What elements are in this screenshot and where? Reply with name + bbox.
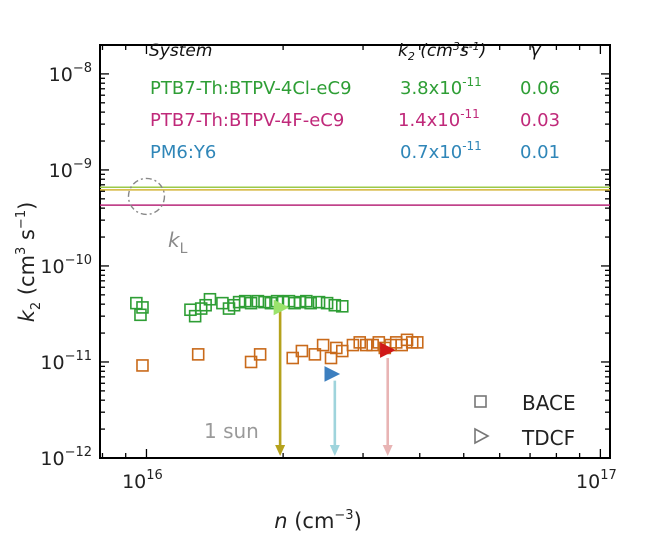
bace-point — [286, 351, 300, 365]
header-gamma: γ — [530, 40, 542, 61]
bace-point — [300, 294, 313, 308]
table-header: System k2 (cm3s-1) γ — [149, 40, 542, 63]
bace-point — [346, 338, 360, 352]
bace-point — [328, 298, 342, 312]
kl-label: kL — [168, 228, 188, 257]
one-sun-label: 1 sun — [204, 419, 259, 443]
tdcf-point — [324, 366, 341, 382]
bace-point — [191, 348, 205, 361]
data-points — [130, 292, 424, 382]
row-system: PM6:Y6 — [150, 142, 216, 163]
bace-point — [410, 336, 424, 349]
bace-point — [194, 302, 208, 315]
row-gamma: 0.06 — [520, 78, 560, 99]
tdcf-point — [380, 342, 396, 358]
table-row-0: PTB7-Th:BTPV-4Cl-eC9 3.8x10-11 0.06 — [150, 75, 560, 99]
arrow-head — [382, 444, 393, 456]
header-system: System — [149, 41, 212, 61]
bace-point — [134, 308, 147, 322]
bace-point — [203, 292, 217, 306]
table-row-2: PM6:Y6 0.7x10-11 0.01 — [150, 139, 560, 163]
bace-point — [136, 301, 149, 314]
arrow-head — [275, 444, 286, 456]
bace-point — [320, 296, 334, 310]
y-tick-label: 10−9 — [49, 157, 92, 182]
x-axis-label: n (cm−3) — [274, 508, 362, 533]
row-k2: 0.7x10-11 — [400, 139, 482, 163]
y-tick-label: 10−12 — [40, 445, 92, 470]
x-tick-label: 1017 — [576, 468, 617, 493]
row-k2: 3.8x10-11 — [400, 75, 482, 99]
row-gamma: 0.03 — [520, 110, 560, 131]
bace-point — [353, 336, 367, 349]
legend: BACE TDCF — [474, 391, 576, 450]
bace-point — [184, 303, 197, 317]
tdcf-point — [273, 299, 290, 316]
bace-point — [136, 359, 149, 372]
one-sun-arrows — [275, 310, 393, 456]
bace-point — [308, 348, 322, 361]
axis-ticks — [100, 44, 610, 459]
row-system: PTB7-Th:BTPV-4F-eC9 — [150, 110, 344, 131]
bace-point — [359, 338, 373, 352]
langevin-circle — [127, 177, 166, 216]
header-k2: k2 (cm3s-1) — [398, 40, 486, 63]
row-k2: 1.4x10-11 — [398, 107, 480, 131]
bace-point — [244, 296, 258, 310]
bace-point — [316, 338, 330, 352]
x-tick-label: 1016 — [122, 468, 163, 493]
bace-point — [253, 348, 267, 361]
legend-tdcf-label: TDCF — [521, 426, 575, 450]
bace-point — [312, 295, 326, 309]
legend-bace-marker — [474, 395, 487, 408]
row-system: PTB7-Th:BTPV-4Cl-eC9 — [150, 78, 352, 99]
legend-bace-label: BACE — [522, 391, 576, 415]
bace-point — [335, 300, 349, 313]
plot-frame — [99, 44, 611, 459]
bace-point — [258, 295, 271, 309]
y-axis-label: k2 (cm3 s−1) — [14, 202, 44, 323]
y-tick-label: 10−11 — [40, 349, 92, 374]
legend-tdcf-marker — [474, 427, 490, 445]
bace-point — [251, 294, 265, 308]
y-tick-labels: 10−8 10−9 10−10 10−11 10−12 — [40, 61, 92, 470]
y-tick-label: 10−8 — [49, 61, 92, 86]
arrow-head — [329, 444, 340, 456]
table-row-1: PTB7-Th:BTPV-4F-eC9 1.4x10-11 0.03 — [150, 107, 560, 131]
x-tick-labels: 1016 1017 — [122, 468, 617, 493]
y-tick-label: 10−10 — [40, 253, 92, 278]
bace-point — [295, 344, 309, 358]
bace-point — [244, 355, 258, 369]
row-gamma: 0.01 — [520, 142, 560, 163]
bace-point — [304, 296, 317, 310]
langevin-lines — [100, 177, 610, 216]
